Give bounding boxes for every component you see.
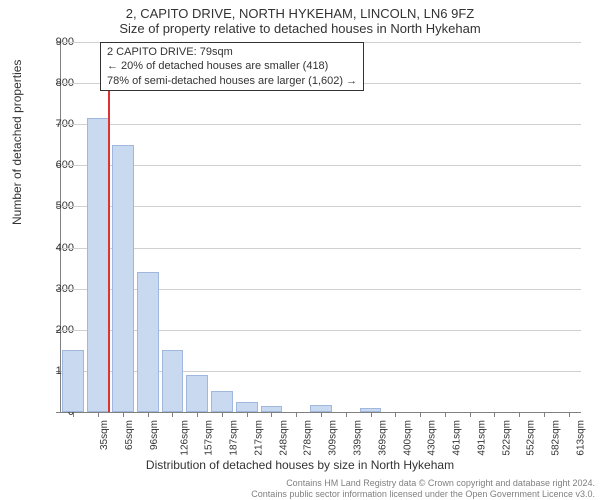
annotation-line3: 78% of semi-detached houses are larger (…: [107, 74, 357, 88]
y-axis-label: Number of detached properties: [10, 60, 24, 225]
x-tick-label: 400sqm: [402, 420, 413, 456]
x-tick-mark: [197, 412, 198, 417]
x-tick-mark: [470, 412, 471, 417]
x-axis-label: Distribution of detached houses by size …: [0, 458, 600, 472]
x-tick-label: 491sqm: [476, 420, 487, 456]
footer-line1: Contains HM Land Registry data © Crown c…: [0, 478, 595, 488]
histogram-bar: [236, 402, 258, 412]
x-tick-label: 369sqm: [377, 420, 388, 456]
x-tick-mark: [247, 412, 248, 417]
x-tick-mark: [544, 412, 545, 417]
plot-region: [60, 42, 581, 413]
x-tick-label: 552sqm: [526, 420, 537, 456]
property-marker-line: [108, 42, 110, 412]
y-grid-line: [61, 248, 581, 249]
histogram-bar: [310, 405, 332, 412]
x-tick-label: 461sqm: [452, 420, 463, 456]
x-tick-label: 35sqm: [99, 420, 110, 450]
x-tick-mark: [321, 412, 322, 417]
x-tick-label: 65sqm: [124, 420, 135, 450]
histogram-bar: [87, 118, 109, 412]
x-tick-mark: [98, 412, 99, 417]
x-tick-mark: [445, 412, 446, 417]
x-tick-mark: [494, 412, 495, 417]
chart-container: 2, CAPITO DRIVE, NORTH HYKEHAM, LINCOLN,…: [0, 0, 600, 500]
chart-title-main: 2, CAPITO DRIVE, NORTH HYKEHAM, LINCOLN,…: [0, 0, 600, 21]
y-grid-line: [61, 165, 581, 166]
x-tick-mark: [569, 412, 570, 417]
histogram-bar: [162, 350, 184, 412]
x-tick-mark: [123, 412, 124, 417]
x-tick-mark: [172, 412, 173, 417]
x-tick-mark: [371, 412, 372, 417]
chart-plot-area: [60, 42, 580, 412]
x-tick-label: 157sqm: [204, 420, 215, 456]
x-tick-label: 522sqm: [501, 420, 512, 456]
x-tick-label: 339sqm: [353, 420, 364, 456]
x-tick-mark: [222, 412, 223, 417]
x-tick-mark: [296, 412, 297, 417]
annotation-line1: 2 CAPITO DRIVE: 79sqm: [107, 45, 357, 59]
x-tick-label: 613sqm: [575, 420, 586, 456]
histogram-bar: [261, 406, 283, 412]
histogram-bar: [62, 350, 84, 412]
x-tick-mark: [395, 412, 396, 417]
x-tick-label: 309sqm: [328, 420, 339, 456]
x-tick-label: 126sqm: [179, 420, 190, 456]
annotation-line2: ← 20% of detached houses are smaller (41…: [107, 59, 357, 73]
x-tick-mark: [346, 412, 347, 417]
histogram-bar: [360, 408, 382, 412]
chart-title-sub: Size of property relative to detached ho…: [0, 21, 600, 40]
x-tick-label: 248sqm: [278, 420, 289, 456]
x-tick-mark: [519, 412, 520, 417]
histogram-bar: [186, 375, 208, 412]
x-tick-mark: [148, 412, 149, 417]
annotation-box: 2 CAPITO DRIVE: 79sqm ← 20% of detached …: [100, 42, 364, 91]
y-grid-line: [61, 206, 581, 207]
histogram-bar: [137, 272, 159, 412]
y-grid-line: [61, 124, 581, 125]
x-tick-label: 96sqm: [149, 420, 160, 450]
footer-line2: Contains public sector information licen…: [0, 489, 595, 499]
x-tick-mark: [420, 412, 421, 417]
x-tick-mark: [271, 412, 272, 417]
histogram-bar: [211, 391, 233, 412]
x-tick-label: 217sqm: [254, 420, 265, 456]
x-tick-label: 187sqm: [229, 420, 240, 456]
x-tick-label: 430sqm: [427, 420, 438, 456]
x-tick-label: 278sqm: [303, 420, 314, 456]
x-tick-label: 582sqm: [551, 420, 562, 456]
histogram-bar: [112, 145, 134, 412]
